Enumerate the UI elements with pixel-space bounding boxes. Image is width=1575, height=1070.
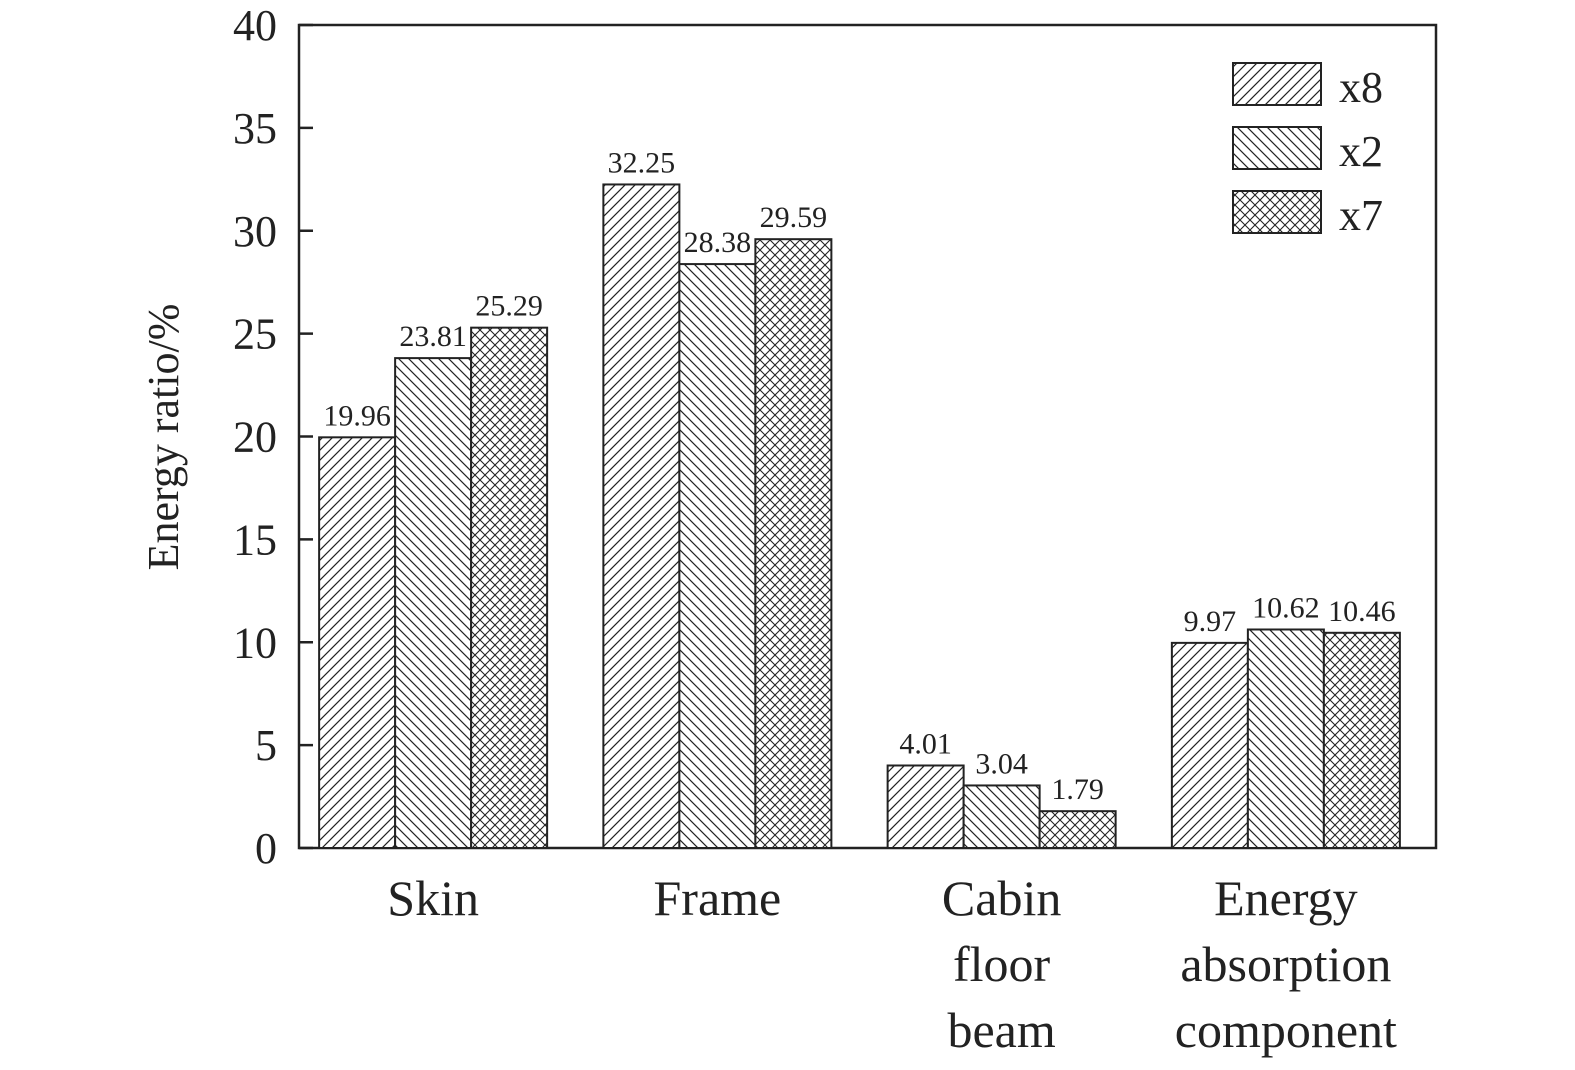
bar-x7-2 bbox=[1038, 810, 1117, 850]
y-tick-label: 5 bbox=[255, 721, 277, 770]
data-label: 19.96 bbox=[323, 399, 391, 432]
bar-x2-0 bbox=[394, 357, 473, 849]
bar-x7-0 bbox=[470, 326, 549, 849]
x-tick-label: Cabin bbox=[942, 870, 1061, 926]
x-tick-label: Frame bbox=[654, 870, 782, 926]
bar-x7-1 bbox=[754, 238, 833, 850]
y-tick-label: 0 bbox=[255, 824, 277, 873]
data-label: 9.97 bbox=[1184, 605, 1237, 638]
legend-swatch-x2 bbox=[1232, 126, 1322, 170]
y-axis-title-group: Energy ratio/% bbox=[139, 304, 188, 571]
legend-label: x8 bbox=[1339, 63, 1383, 112]
y-tick-label: 30 bbox=[233, 207, 277, 256]
x-tick-label: component bbox=[1175, 1002, 1397, 1058]
bar-x2-2 bbox=[962, 784, 1041, 850]
bar-x8-0 bbox=[318, 436, 397, 849]
data-label: 32.25 bbox=[608, 146, 676, 179]
data-label: 3.04 bbox=[975, 747, 1028, 780]
y-tick-label: 25 bbox=[233, 310, 277, 359]
data-label: 29.59 bbox=[760, 201, 828, 234]
data-label: 4.01 bbox=[899, 727, 952, 760]
x-tick-label: Skin bbox=[387, 870, 479, 926]
bar-x8-1 bbox=[602, 183, 681, 850]
y-tick-label: 15 bbox=[233, 515, 277, 564]
legend-label: x2 bbox=[1339, 127, 1383, 176]
x-tick-label: absorption bbox=[1180, 936, 1391, 992]
bar-x7-3 bbox=[1322, 631, 1401, 850]
data-label: 10.46 bbox=[1328, 595, 1396, 628]
data-label: 23.81 bbox=[399, 320, 467, 353]
y-tick-label: 40 bbox=[233, 1, 277, 50]
data-label: 28.38 bbox=[684, 226, 752, 259]
bar-x8-2 bbox=[886, 764, 965, 850]
bar-x2-1 bbox=[678, 263, 757, 850]
data-label: 10.62 bbox=[1252, 591, 1320, 624]
x-tick-label: floor bbox=[953, 936, 1051, 992]
x-tick-label: Energy bbox=[1214, 870, 1357, 926]
data-label: 1.79 bbox=[1051, 773, 1104, 806]
x-tick-label: beam bbox=[947, 1002, 1055, 1058]
bar-x2-3 bbox=[1246, 628, 1325, 850]
legend-swatch-x7 bbox=[1232, 190, 1322, 234]
legend-label: x7 bbox=[1339, 191, 1383, 240]
legend-swatch-x8 bbox=[1232, 62, 1322, 106]
y-tick-label: 10 bbox=[233, 618, 277, 667]
y-axis-title: Energy ratio/% bbox=[139, 304, 188, 571]
y-tick-label: 20 bbox=[233, 413, 277, 462]
y-tick-label: 35 bbox=[233, 104, 277, 153]
legend: x8 x2 x7 bbox=[1232, 62, 1383, 240]
bar-x8-3 bbox=[1170, 641, 1249, 849]
data-label: 25.29 bbox=[475, 290, 543, 323]
